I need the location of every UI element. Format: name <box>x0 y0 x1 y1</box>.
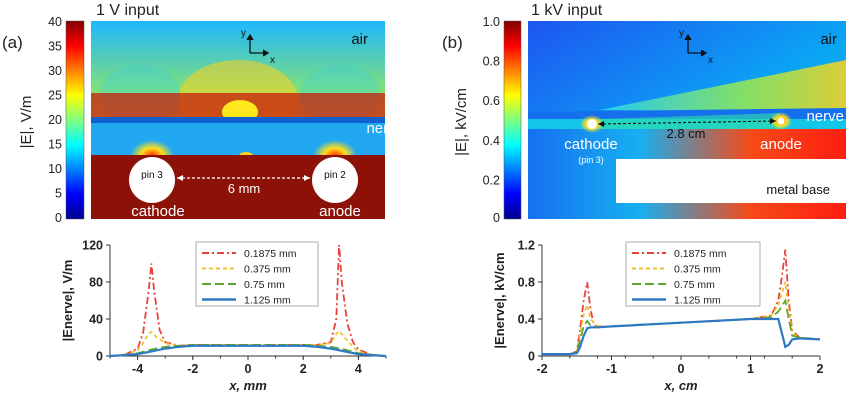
x-tick-label: 1 <box>747 362 754 376</box>
legend: 0.1875 mm 0.375 mm 0.75 mm 1.125 mm <box>195 241 319 307</box>
y-axis-label: |Enerve|, V/m <box>60 260 75 342</box>
y-tick-label: 0 <box>528 350 535 364</box>
pin-3-electrode <box>129 157 175 203</box>
cbar-a-tick: 25 <box>48 89 62 103</box>
cathode-sub-label-b: (pin 3) <box>578 155 604 165</box>
panel-b-colorbar-label: |E|, kV/cm <box>453 88 470 156</box>
pin-2-label: pin 2 <box>324 170 346 181</box>
legend-label: 1.125 mm <box>244 295 291 307</box>
cbar-a-tick: 30 <box>48 64 62 78</box>
series-line-4 <box>109 344 387 358</box>
cbar-a-tick: 10 <box>48 162 62 176</box>
cbar-b-tick: 0.6 <box>483 94 500 108</box>
cbar-a-tick: 20 <box>48 113 62 127</box>
svg-text:x: x <box>708 55 713 66</box>
x-tick-label: -2 <box>187 362 198 376</box>
legend-label: 0.375 mm <box>244 264 291 276</box>
anode-label-a: anode <box>319 203 361 220</box>
distance-label: 6 mm <box>228 181 261 196</box>
series-line-4 <box>542 317 821 356</box>
anode-electrode-b <box>777 117 785 125</box>
panel-a-colorbar-ticks: 40 35 30 25 20 15 10 5 0 <box>48 15 62 225</box>
y-tick-label: 0 <box>96 350 103 364</box>
legend-label: 0.75 mm <box>244 279 285 291</box>
panel-b-colorbar-ticks: 1.0 0.8 0.6 0.4 0.2 0 <box>483 15 500 225</box>
cbar-b-tick: 0.2 <box>483 173 500 187</box>
panel-b-air-label: air <box>820 31 837 48</box>
panel-b-colorbar <box>503 20 522 220</box>
x-axis-label: x, cm <box>663 378 698 393</box>
panel-b-nerve-label: nerve <box>806 108 844 125</box>
x-tick-label: 0 <box>245 362 252 376</box>
panel-b-label: (b) <box>442 33 463 52</box>
svg-text:x: x <box>270 55 275 66</box>
series-line-3 <box>542 298 821 355</box>
cbar-b-tick: 0 <box>493 211 500 225</box>
panel-a-title: 1 V input <box>96 2 160 19</box>
pin-3-label: pin 3 <box>141 170 163 181</box>
anode-label-b: anode <box>760 136 802 153</box>
legend: 0.1875 mm 0.375 mm 0.75 mm 1.125 mm <box>625 241 761 307</box>
distance-label-b: 2.8 cm <box>666 126 705 141</box>
cathode-electrode-b <box>587 119 597 129</box>
y-tick-label: 1.2 <box>518 239 535 253</box>
cbar-b-tick: 1.0 <box>483 15 500 29</box>
cathode-label-a: cathode <box>131 203 184 220</box>
x-tick-label: -4 <box>132 362 143 376</box>
pin-2-electrode <box>312 157 358 203</box>
axis-triad-icon <box>246 33 270 57</box>
legend-label: 0.75 mm <box>674 279 715 291</box>
line-chart-a: 0 40 80 120 -4 -2 0 2 4 x, mm |Enerve|, V/m 0.1875 … <box>60 239 387 393</box>
y-tick-label: 0.4 <box>518 313 535 327</box>
x-tick-label: 0 <box>678 362 685 376</box>
panel-a-nerve-label: nerve <box>366 120 404 137</box>
y-tick-label: 0.8 <box>518 276 535 290</box>
panel-a-label: (a) <box>2 33 23 52</box>
panel-b-title: 1 kV input <box>531 2 603 19</box>
x-tick-label: -2 <box>536 362 547 376</box>
axis-triad-icon <box>684 33 708 57</box>
cbar-b-tick: 0.8 <box>483 55 500 69</box>
legend-label: 1.125 mm <box>674 295 721 307</box>
cbar-a-tick: 5 <box>55 187 62 201</box>
y-tick-label: 80 <box>89 276 103 290</box>
cathode-label-b: cathode <box>564 136 617 153</box>
x-tick-label: 4 <box>355 362 362 376</box>
line-chart-b: 0 0.4 0.8 1.2 -2 -1 0 1 2 x, cm |Enerve|, kV/cm 0.1… <box>492 239 824 394</box>
svg-text:y: y <box>241 28 246 39</box>
x-axis-label: x, mm <box>228 378 267 393</box>
x-tick-label: 2 <box>300 362 307 376</box>
cbar-a-tick: 40 <box>48 15 62 29</box>
metal-base <box>616 159 846 203</box>
x-tick-label: 2 <box>817 362 824 376</box>
panel-a-field-map: (a) 1 V input 40 35 30 25 20 15 10 5 0 |… <box>2 2 404 225</box>
y-axis-label: |Enerve|, kV/cm <box>492 252 507 348</box>
legend-label: 0.375 mm <box>674 264 721 276</box>
y-tick-label: 120 <box>82 239 103 253</box>
cbar-a-tick: 15 <box>48 138 62 152</box>
panel-a-colorbar-label: |E|, V/m <box>18 96 35 149</box>
y-tick-label: 40 <box>89 313 103 327</box>
legend-label: 0.1875 mm <box>244 248 297 260</box>
cbar-a-tick: 35 <box>48 40 62 54</box>
panel-b-field-map: (b) 1 kV input 1.0 0.8 0.6 0.4 0.2 0 |E|… <box>442 2 846 225</box>
metal-base-label: metal base <box>766 182 830 197</box>
panel-a-colorbar <box>65 20 85 220</box>
legend-box <box>195 241 319 307</box>
cbar-b-tick: 0.4 <box>483 134 500 148</box>
legend-label: 0.1875 mm <box>674 248 727 260</box>
cbar-a-tick: 0 <box>55 211 62 225</box>
x-tick-label: -1 <box>606 362 617 376</box>
series-line-2 <box>109 329 387 357</box>
svg-text:y: y <box>679 28 684 39</box>
panel-a-air-label: air <box>351 31 368 48</box>
